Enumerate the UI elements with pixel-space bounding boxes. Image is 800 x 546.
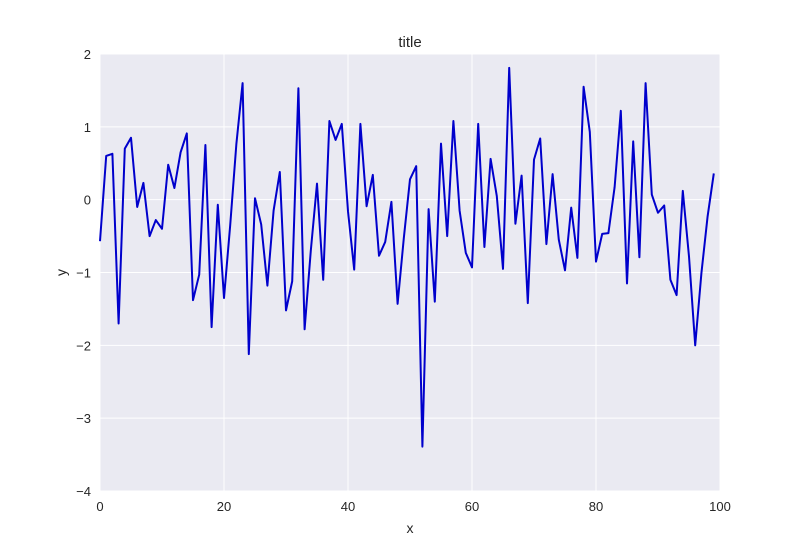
y-tick-label: −3 — [76, 411, 91, 426]
x-tick-label: 40 — [341, 499, 355, 514]
y-tick-label: 0 — [84, 193, 91, 208]
x-tick-label: 100 — [709, 499, 731, 514]
series-line — [99, 66, 715, 448]
y-tick-label: −1 — [76, 266, 91, 281]
x-axis-label: x — [407, 520, 414, 536]
x-tick-label: 80 — [589, 499, 603, 514]
chart-title: title — [398, 34, 421, 51]
x-tick-label: 0 — [96, 499, 103, 514]
y-tick-label: 2 — [84, 47, 91, 62]
y-tick-label: −4 — [76, 484, 91, 499]
x-tick-labels: 0 20 40 60 80 100 — [96, 499, 730, 514]
y-tick-label: −2 — [76, 338, 91, 353]
x-tick-label: 20 — [217, 499, 231, 514]
y-tick-label: 1 — [84, 120, 91, 135]
y-tick-labels: 2 1 0 −1 −2 −3 −4 — [76, 47, 91, 499]
x-tick-label: 60 — [465, 499, 479, 514]
y-axis-label: y — [53, 269, 69, 276]
series-group — [99, 66, 715, 448]
